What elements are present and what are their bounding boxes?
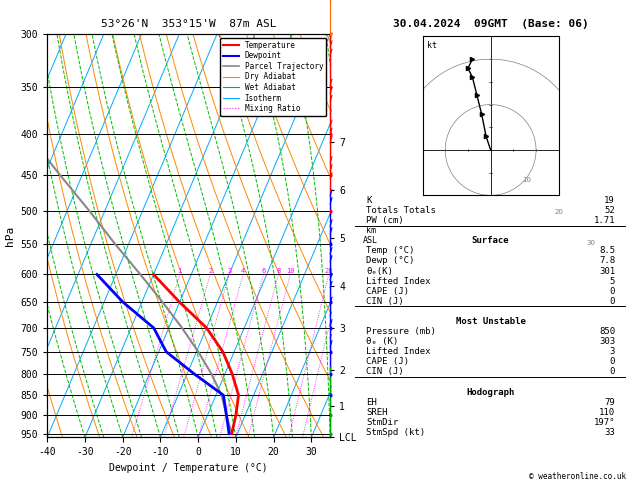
Text: Lifted Index: Lifted Index (366, 347, 431, 356)
Text: CAPE (J): CAPE (J) (366, 287, 409, 295)
Text: 301: 301 (599, 266, 615, 276)
Text: 5: 5 (610, 277, 615, 286)
Text: 0: 0 (610, 287, 615, 295)
Text: kt: kt (426, 41, 437, 50)
Text: 110: 110 (599, 408, 615, 417)
Text: 850: 850 (599, 327, 615, 336)
Text: Surface: Surface (472, 236, 509, 245)
Text: Pressure (mb): Pressure (mb) (366, 327, 436, 336)
Text: 8.5: 8.5 (599, 246, 615, 255)
Text: 10: 10 (286, 268, 294, 275)
Legend: Temperature, Dewpoint, Parcel Trajectory, Dry Adiabat, Wet Adiabat, Isotherm, Mi: Temperature, Dewpoint, Parcel Trajectory… (220, 38, 326, 116)
Y-axis label: km
ASL: km ASL (364, 226, 378, 245)
Text: CIN (J): CIN (J) (366, 297, 404, 306)
Text: 53°26'N  353°15'W  87m ASL: 53°26'N 353°15'W 87m ASL (101, 19, 277, 29)
Text: 4: 4 (241, 268, 245, 275)
Text: 6: 6 (261, 268, 265, 275)
X-axis label: Dewpoint / Temperature (°C): Dewpoint / Temperature (°C) (109, 463, 268, 473)
Y-axis label: hPa: hPa (5, 226, 15, 246)
Text: 79: 79 (604, 398, 615, 407)
Text: Lifted Index: Lifted Index (366, 277, 431, 286)
Text: 20: 20 (325, 268, 333, 275)
Text: 52: 52 (604, 206, 615, 215)
Text: 33: 33 (604, 428, 615, 437)
Text: CIN (J): CIN (J) (366, 367, 404, 376)
Text: 3: 3 (227, 268, 231, 275)
Text: 7.8: 7.8 (599, 257, 615, 265)
Text: Most Unstable: Most Unstable (455, 317, 526, 326)
Text: 197°: 197° (594, 418, 615, 427)
Text: 303: 303 (599, 337, 615, 346)
Text: 0: 0 (610, 297, 615, 306)
Text: 3: 3 (610, 347, 615, 356)
Text: PW (cm): PW (cm) (366, 216, 404, 225)
Text: 30.04.2024  09GMT  (Base: 06): 30.04.2024 09GMT (Base: 06) (392, 19, 589, 29)
Text: StmDir: StmDir (366, 418, 398, 427)
Text: 10: 10 (523, 177, 532, 183)
Text: θₑ(K): θₑ(K) (366, 266, 393, 276)
Text: 2: 2 (208, 268, 213, 275)
Text: 19: 19 (604, 196, 615, 205)
Text: 0: 0 (610, 367, 615, 376)
Text: 1.71: 1.71 (594, 216, 615, 225)
Text: 1: 1 (177, 268, 182, 275)
Text: Totals Totals: Totals Totals (366, 206, 436, 215)
Text: Temp (°C): Temp (°C) (366, 246, 415, 255)
Text: SREH: SREH (366, 408, 387, 417)
Text: 0: 0 (610, 357, 615, 366)
Text: © weatheronline.co.uk: © weatheronline.co.uk (529, 472, 626, 481)
Text: StmSpd (kt): StmSpd (kt) (366, 428, 425, 437)
Text: 20: 20 (554, 208, 563, 214)
Text: Dewp (°C): Dewp (°C) (366, 257, 415, 265)
Text: Hodograph: Hodograph (467, 387, 515, 397)
Text: 8: 8 (276, 268, 281, 275)
Text: θₑ (K): θₑ (K) (366, 337, 398, 346)
Text: EH: EH (366, 398, 377, 407)
Text: 30: 30 (586, 240, 595, 246)
Text: K: K (366, 196, 372, 205)
Text: CAPE (J): CAPE (J) (366, 357, 409, 366)
